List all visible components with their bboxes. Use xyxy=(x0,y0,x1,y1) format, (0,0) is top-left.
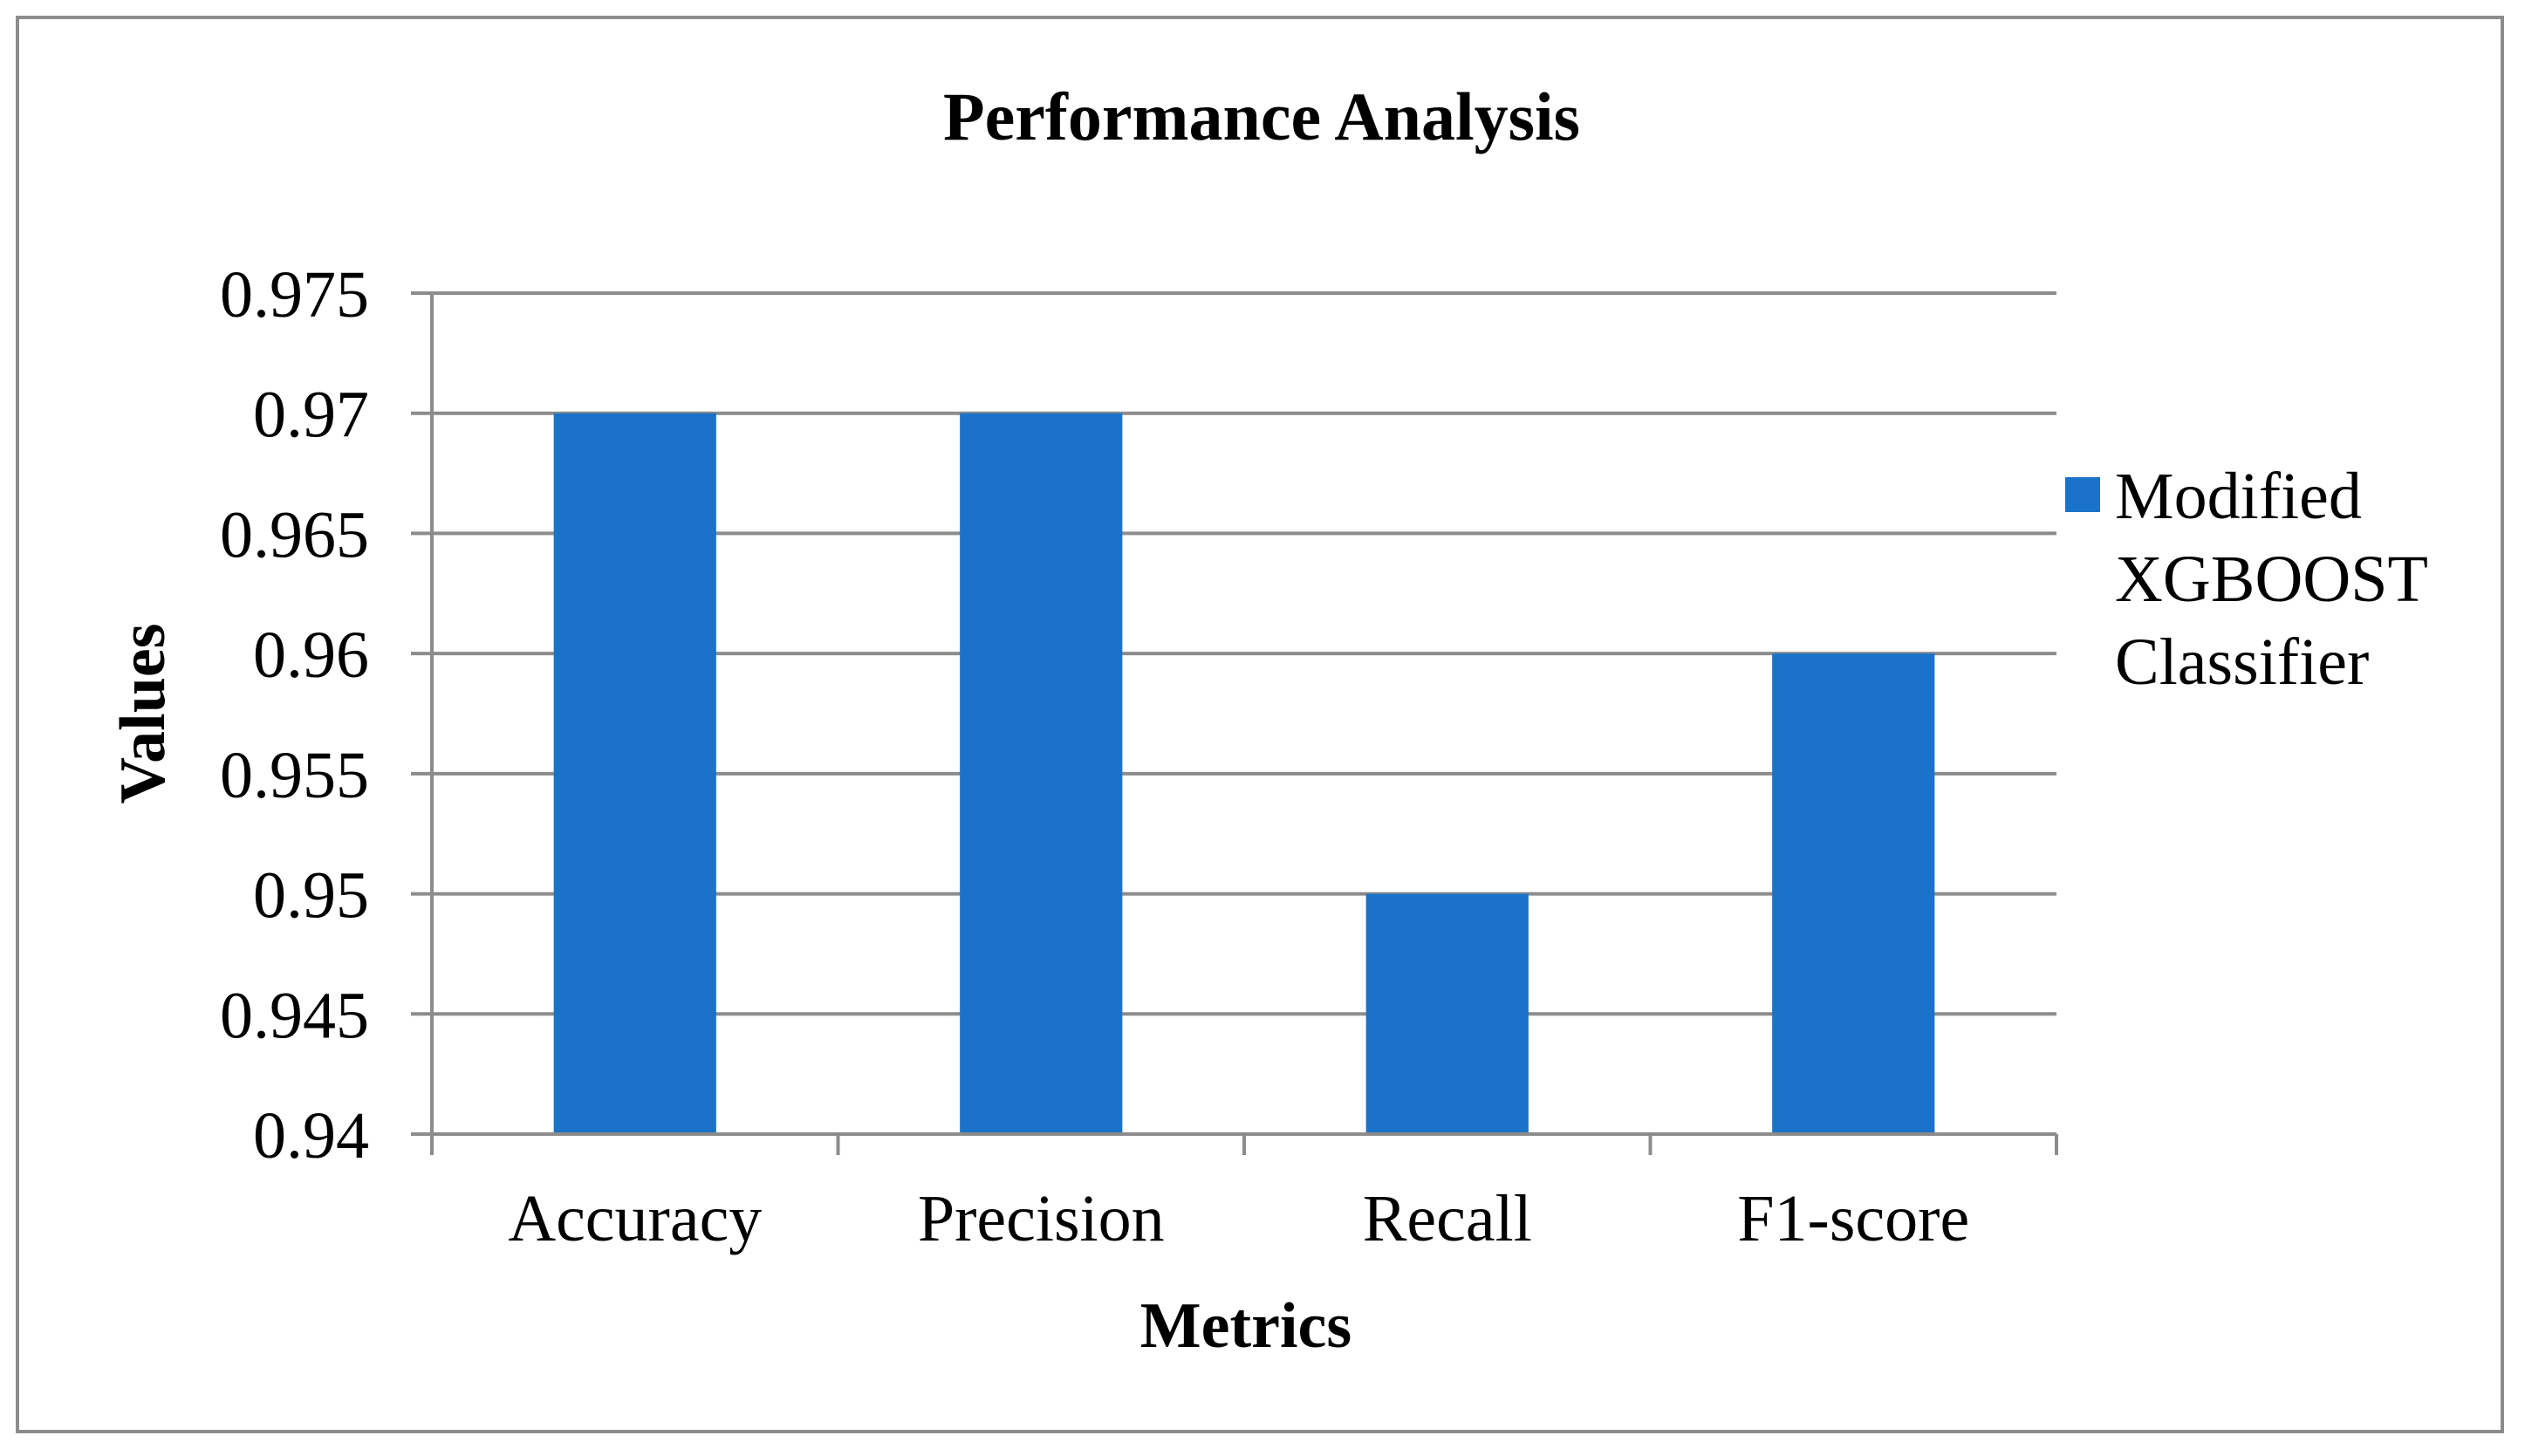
axes xyxy=(411,291,2058,1155)
legend-label-line: Classifier xyxy=(2115,625,2369,699)
y-tick-label: 0.945 xyxy=(220,979,369,1052)
y-tick-label: 0.975 xyxy=(220,258,369,332)
bars xyxy=(553,413,1935,1134)
y-tick-label: 0.96 xyxy=(253,619,369,692)
y-tick-label: 0.965 xyxy=(220,498,369,571)
y-tick-label: 0.955 xyxy=(220,739,369,812)
x-tick-labels: Accuracy Precision Recall F1-score xyxy=(508,1182,1969,1255)
x-tick-label: Precision xyxy=(918,1182,1165,1255)
legend-label-line: Modified xyxy=(2115,460,2362,533)
x-axis-title: Metrics xyxy=(1140,1290,1351,1362)
bar-f1-score xyxy=(1772,653,1935,1134)
y-tick-label: 0.94 xyxy=(253,1099,369,1172)
chart-title: Performance Analysis xyxy=(943,79,1580,154)
bar-recall xyxy=(1365,893,1529,1134)
x-tick-label: Recall xyxy=(1363,1182,1532,1255)
y-tick-labels: 0.94 0.945 0.95 0.955 0.96 0.965 0.97 0.975 xyxy=(220,258,369,1172)
legend-label: Modified XGBOOST Classifier xyxy=(2115,460,2428,699)
y-tick-label: 0.97 xyxy=(253,379,369,452)
bar-accuracy xyxy=(553,413,716,1134)
bar-precision xyxy=(960,413,1123,1134)
y-axis-title: Values xyxy=(107,623,179,803)
legend-label-line: XGBOOST xyxy=(2115,543,2428,616)
x-tick-label: Accuracy xyxy=(508,1182,762,1255)
y-tick-label: 0.95 xyxy=(253,859,369,933)
legend-swatch xyxy=(2065,477,2100,512)
legend: Modified XGBOOST Classifier xyxy=(2065,460,2428,699)
x-tick-label: F1-score xyxy=(1737,1182,1969,1255)
